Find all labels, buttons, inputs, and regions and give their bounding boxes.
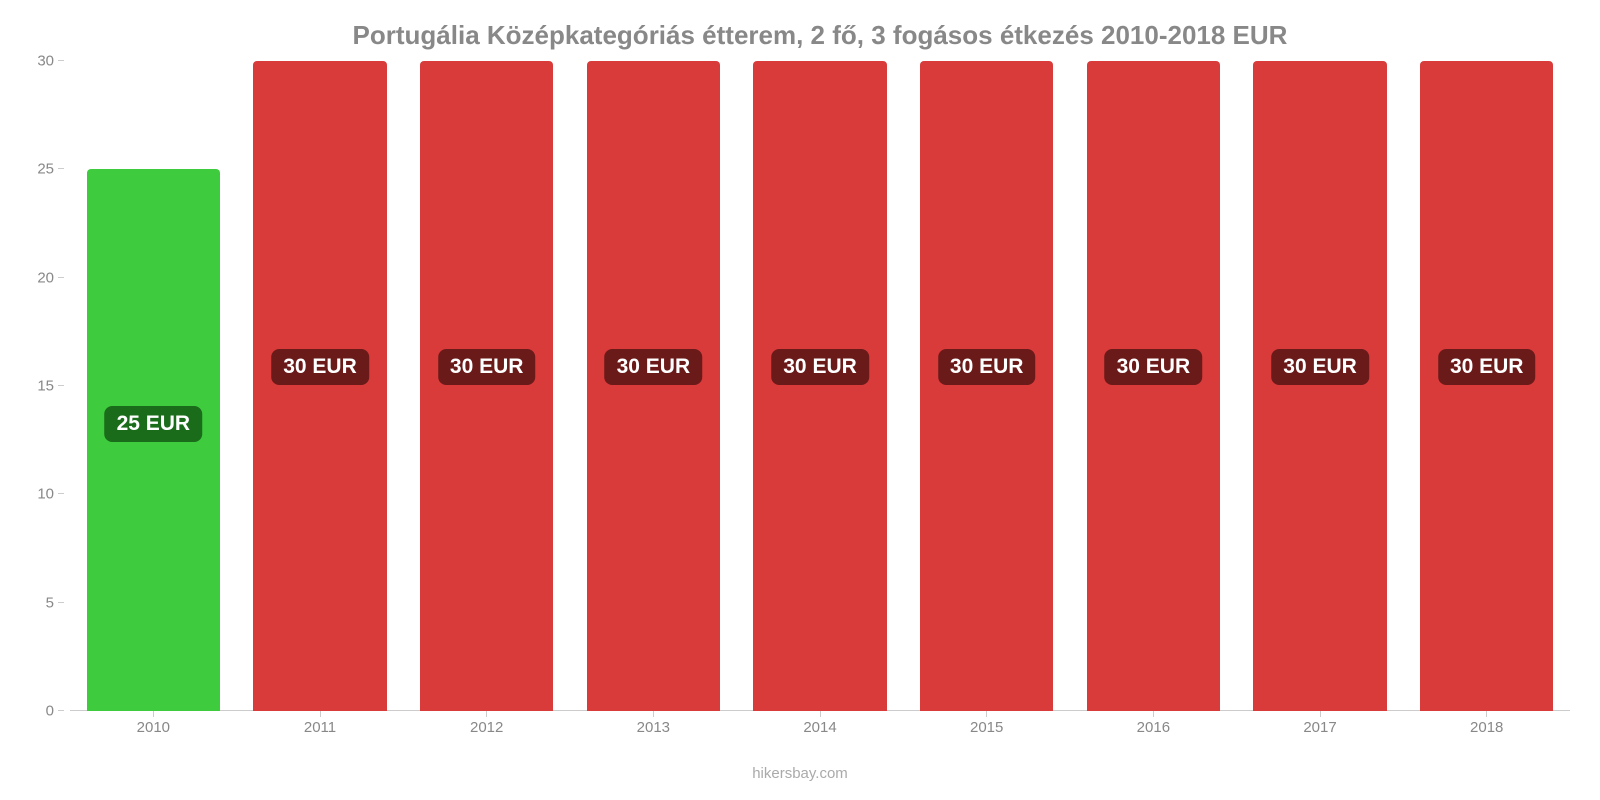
bar: 30 EUR [920,61,1053,711]
x-tick-mark [486,711,487,717]
value-label: 30 EUR [1271,349,1369,385]
bar-slot: 30 EUR2017 [1237,61,1404,711]
x-tick-label: 2011 [304,719,336,736]
y-tick-label: 5 [46,595,54,610]
value-label: 30 EUR [605,349,703,385]
chart-container: Portugália Középkategóriás étterem, 2 fő… [0,0,1600,800]
value-label: 30 EUR [1438,349,1536,385]
bar: 30 EUR [1253,61,1386,711]
x-tick-label: 2013 [637,719,670,736]
y-tick-label: 20 [37,270,54,285]
x-tick-label: 2018 [1470,719,1503,736]
bar: 30 EUR [587,61,720,711]
bar: 25 EUR [87,169,220,711]
bar-slot: 25 EUR2010 [70,61,237,711]
x-tick-label: 2014 [803,719,836,736]
bar-slot: 30 EUR2015 [903,61,1070,711]
x-tick-mark [1486,711,1487,717]
x-tick-label: 2016 [1137,719,1170,736]
bars-area: 25 EUR201030 EUR201130 EUR201230 EUR2013… [70,61,1570,711]
plot-area: 051015202530 25 EUR201030 EUR201130 EUR2… [70,61,1570,731]
y-tick-label: 10 [37,487,54,502]
x-tick-label: 2015 [970,719,1003,736]
x-tick-mark [1320,711,1321,717]
bar-slot: 30 EUR2013 [570,61,737,711]
value-label: 25 EUR [105,406,203,442]
bar-slot: 30 EUR2012 [403,61,570,711]
y-tick-mark [58,277,64,278]
attribution-text: hikersbay.com [0,765,1600,782]
bar-slot: 30 EUR2016 [1070,61,1237,711]
value-label: 30 EUR [438,349,536,385]
value-label: 30 EUR [271,349,369,385]
bar-slot: 30 EUR2014 [737,61,904,711]
bar: 30 EUR [253,61,386,711]
bar: 30 EUR [1420,61,1553,711]
bar-slot: 30 EUR2011 [237,61,404,711]
x-tick-label: 2012 [470,719,503,736]
bar: 30 EUR [1087,61,1220,711]
x-tick-mark [153,711,154,717]
value-label: 30 EUR [1105,349,1203,385]
y-tick-label: 30 [37,54,54,69]
x-tick-mark [320,711,321,717]
x-tick-mark [653,711,654,717]
x-tick-mark [986,711,987,717]
y-tick-label: 15 [37,379,54,394]
y-tick-mark [58,168,64,169]
bar: 30 EUR [753,61,886,711]
y-tick-mark [58,385,64,386]
y-tick-mark [58,60,64,61]
y-tick-mark [58,602,64,603]
x-tick-mark [1153,711,1154,717]
value-label: 30 EUR [938,349,1036,385]
bar-slot: 30 EUR2018 [1403,61,1570,711]
value-label: 30 EUR [771,349,869,385]
y-tick-mark [58,710,64,711]
x-tick-mark [820,711,821,717]
x-tick-label: 2017 [1303,719,1336,736]
bar: 30 EUR [420,61,553,711]
chart-title: Portugália Középkategóriás étterem, 2 fő… [70,20,1570,51]
y-tick-mark [58,493,64,494]
y-axis: 051015202530 [58,61,64,711]
x-tick-label: 2010 [137,719,170,736]
y-tick-label: 25 [37,162,54,177]
y-tick-label: 0 [46,704,54,719]
